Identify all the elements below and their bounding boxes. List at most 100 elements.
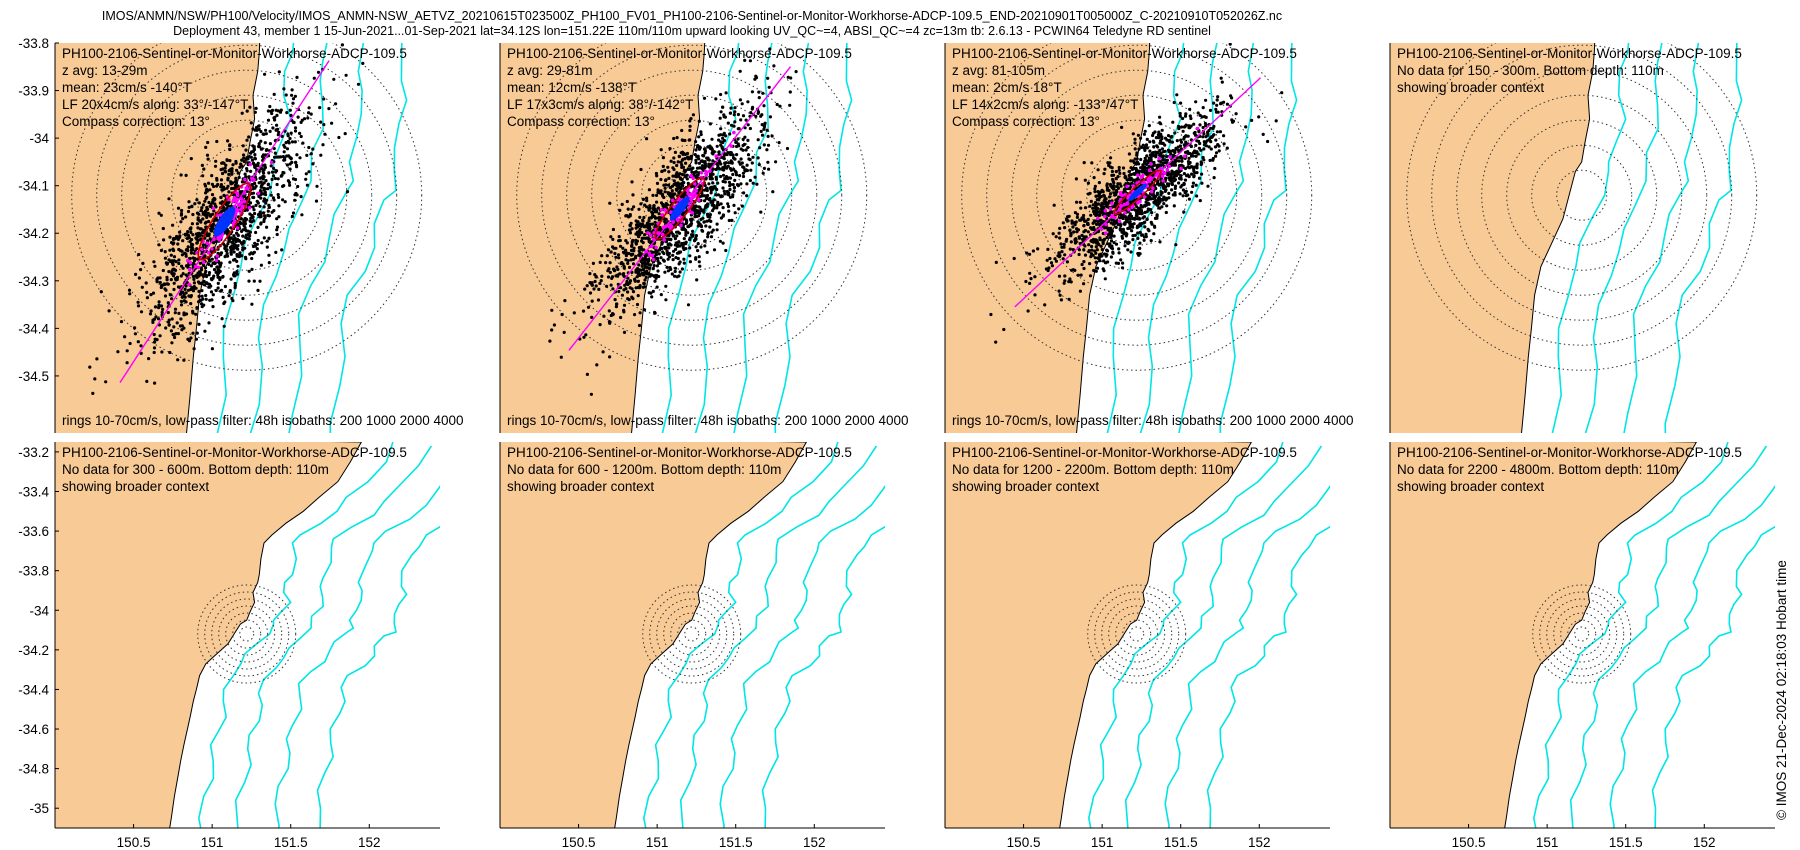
velocity-point <box>741 114 746 118</box>
lowpass-point <box>1125 201 1130 206</box>
isobath-2000m <box>1609 485 1775 828</box>
isobath-1000m <box>679 445 878 828</box>
velocity-point <box>1046 247 1050 251</box>
velocity-point <box>732 113 736 117</box>
velocity-point <box>641 218 645 222</box>
velocity-point <box>666 257 670 261</box>
velocity-point <box>1167 149 1172 153</box>
velocity-point <box>690 233 694 237</box>
velocity-point <box>1214 154 1218 158</box>
isobath-4000m <box>329 43 408 433</box>
velocity-point <box>1177 181 1181 185</box>
velocity-point <box>685 219 689 223</box>
speed-ring-10cms <box>1556 169 1608 221</box>
velocity-point <box>214 288 218 293</box>
velocity-point <box>599 279 603 283</box>
velocity-point <box>1105 183 1109 188</box>
speed-ring-60cms <box>541 44 843 346</box>
velocity-point <box>654 171 659 176</box>
mean-velocity-ellipse <box>1128 183 1147 201</box>
velocity-point <box>651 289 655 293</box>
velocity-point <box>204 220 208 224</box>
velocity-point <box>1073 211 1077 215</box>
velocity-point <box>249 121 253 125</box>
velocity-point <box>688 124 692 128</box>
velocity-point <box>197 294 201 298</box>
velocity-point <box>172 287 176 292</box>
velocity-point <box>728 195 733 199</box>
velocity-point <box>203 329 207 333</box>
velocity-point <box>1112 184 1116 188</box>
velocity-point <box>648 227 652 231</box>
velocity-point <box>1183 178 1188 182</box>
velocity-point <box>1175 139 1179 143</box>
x-tick-label: 151.5 <box>1609 835 1643 850</box>
velocity-point <box>727 209 731 213</box>
velocity-point <box>288 155 292 159</box>
velocity-point <box>775 102 779 107</box>
velocity-point <box>251 205 255 209</box>
velocity-point <box>594 284 598 288</box>
velocity-point <box>700 191 704 195</box>
velocity-point <box>262 199 266 203</box>
velocity-point <box>158 334 162 338</box>
velocity-point <box>1165 154 1169 159</box>
velocity-point <box>652 214 656 218</box>
velocity-point <box>1170 182 1174 187</box>
velocity-point <box>1091 240 1096 244</box>
velocity-point <box>1202 147 1206 151</box>
velocity-point <box>231 299 235 303</box>
velocity-point <box>204 191 208 195</box>
velocity-point <box>622 308 626 312</box>
velocity-point <box>1208 158 1212 162</box>
velocity-point <box>265 198 269 202</box>
velocity-point <box>227 190 231 194</box>
velocity-point <box>751 181 755 185</box>
velocity-point <box>173 307 178 311</box>
velocity-point <box>1092 268 1096 273</box>
velocity-point <box>786 75 790 79</box>
velocity-point <box>630 207 634 211</box>
velocity-point <box>191 289 196 293</box>
velocity-point <box>1119 258 1123 262</box>
velocity-point <box>729 168 734 172</box>
velocity-point <box>196 231 200 236</box>
velocity-point <box>1121 261 1125 265</box>
velocity-point <box>266 118 271 122</box>
velocity-point <box>1118 227 1122 231</box>
lowpass-point <box>1123 211 1127 215</box>
velocity-point <box>216 265 220 269</box>
velocity-point <box>1156 145 1160 149</box>
isobath-4000m <box>774 43 853 433</box>
velocity-point <box>211 212 215 216</box>
velocity-point <box>593 279 597 284</box>
velocity-point <box>1178 111 1182 116</box>
velocity-point <box>1194 100 1198 104</box>
velocity-point <box>677 154 681 158</box>
velocity-point <box>667 237 672 241</box>
velocity-point <box>682 247 686 252</box>
lowpass-point <box>1161 178 1165 183</box>
velocity-point <box>788 90 792 94</box>
velocity-point <box>625 279 629 284</box>
speed-ring-20cms <box>1531 144 1633 246</box>
lowpass-point <box>699 171 704 175</box>
velocity-point <box>588 291 593 295</box>
velocity-point <box>694 256 698 260</box>
velocity-point <box>704 177 708 181</box>
velocity-point <box>705 197 709 201</box>
velocity-point <box>581 309 586 313</box>
velocity-point <box>708 213 713 217</box>
velocity-point <box>162 238 166 242</box>
velocity-point <box>638 286 642 290</box>
speed-ring-40cms <box>663 605 721 663</box>
velocity-point <box>1105 235 1109 240</box>
lowpass-point <box>1110 201 1114 206</box>
velocity-point <box>285 163 289 167</box>
velocity-point <box>711 228 715 232</box>
velocity-point <box>195 241 199 245</box>
velocity-point <box>177 258 181 262</box>
lowpass-point <box>694 193 698 198</box>
velocity-point <box>640 264 644 268</box>
velocity-point <box>744 118 748 122</box>
